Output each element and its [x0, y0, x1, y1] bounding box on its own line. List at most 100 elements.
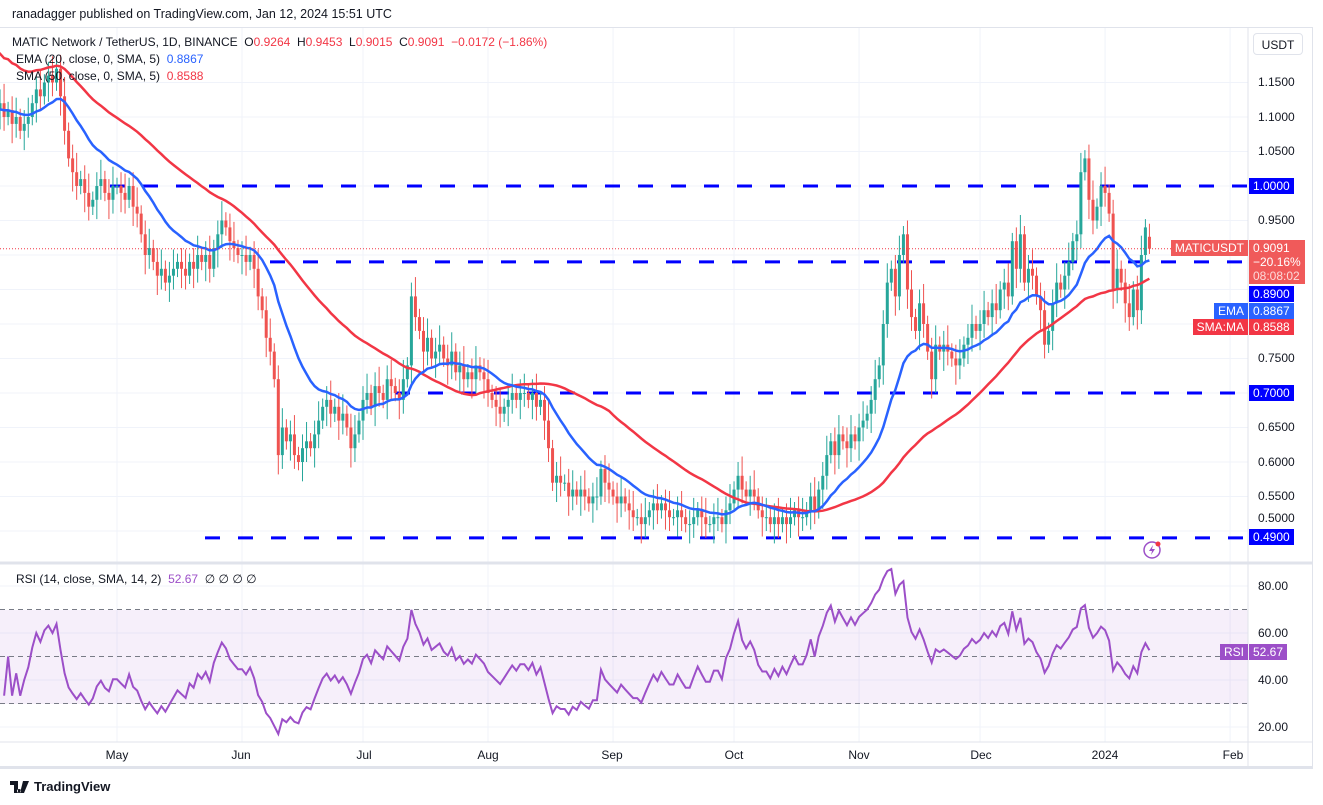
candle-body	[498, 406, 502, 414]
candle-body	[159, 268, 163, 276]
candle-body	[567, 482, 571, 497]
candle	[284, 419, 288, 450]
candle	[1035, 267, 1039, 305]
candle	[1103, 166, 1107, 207]
alert-icon[interactable]	[1143, 541, 1161, 559]
candle-body	[329, 399, 333, 414]
candle	[155, 248, 159, 296]
price-tick: 0.6500	[1258, 420, 1295, 434]
candle-body	[1091, 199, 1095, 221]
candle-body	[889, 268, 893, 283]
candle-body	[1131, 289, 1135, 318]
candle-body	[99, 179, 103, 186]
candle-body	[595, 496, 599, 498]
candle-body	[373, 386, 377, 407]
candle	[559, 456, 563, 497]
candle-body	[635, 517, 639, 519]
candle-body	[276, 379, 280, 456]
candle-body	[712, 517, 716, 525]
sma-legend[interactable]: SMA (50, close, 0, SMA, 5) 0.8588	[16, 69, 204, 83]
candle	[760, 496, 764, 537]
candle-body	[845, 441, 849, 449]
candle-body	[849, 434, 853, 449]
currency-button[interactable]: USDT	[1253, 33, 1303, 55]
candle	[833, 427, 837, 475]
candle	[555, 462, 559, 503]
rsi-legend[interactable]: RSI (14, close, SMA, 14, 2) 52.67 ∅ ∅ ∅ …	[16, 572, 257, 586]
candles	[0, 54, 1151, 544]
candle-body	[680, 510, 684, 518]
candle	[861, 401, 865, 442]
candle-body	[1067, 261, 1071, 276]
candle	[1147, 223, 1151, 254]
candle-body	[1002, 282, 1006, 290]
ema-legend[interactable]: EMA (20, close, 0, SMA, 5) 0.8867	[16, 52, 204, 66]
candle	[1055, 263, 1059, 318]
candle	[256, 249, 260, 311]
candle-body	[369, 393, 373, 407]
candle	[107, 179, 111, 220]
candle-body	[1115, 268, 1119, 290]
candle	[450, 332, 454, 380]
candle-body	[793, 510, 797, 518]
candle-body	[1119, 268, 1123, 283]
candle-body	[486, 379, 490, 393]
candle-body	[38, 89, 42, 97]
candle-body	[490, 393, 494, 400]
candle	[603, 455, 607, 503]
candle	[502, 398, 506, 422]
candle	[518, 379, 522, 420]
candle-body	[768, 517, 772, 525]
candle-body	[305, 441, 309, 449]
candle	[736, 462, 740, 509]
candle	[292, 415, 296, 469]
candle-body	[780, 517, 784, 525]
candle	[119, 172, 123, 213]
level-badge-070: 0.7000	[1249, 385, 1294, 401]
candle-body	[421, 330, 425, 352]
candle-body	[655, 503, 659, 511]
candle	[1010, 232, 1014, 305]
candle-body	[1055, 282, 1059, 304]
candle	[264, 296, 268, 358]
candle	[79, 170, 83, 195]
candle	[345, 405, 349, 436]
candle-body	[514, 393, 518, 400]
candle-body	[994, 303, 998, 311]
candle-body	[857, 427, 861, 442]
candle	[994, 283, 998, 324]
candle-body	[18, 117, 22, 131]
rsi-legend-value: 52.67	[168, 572, 199, 586]
candle	[764, 497, 768, 531]
candle-body	[14, 117, 18, 124]
close-value: 0.9091	[407, 35, 445, 49]
candle	[869, 386, 873, 434]
candle	[139, 205, 143, 243]
candle-body	[639, 517, 643, 525]
candle-body	[405, 365, 409, 380]
candle-body	[998, 289, 1002, 311]
last-price-badge: 0.9091 −20.16% 08:08:02	[1249, 240, 1305, 284]
candle	[567, 468, 571, 516]
candle-body	[313, 434, 317, 449]
candle	[958, 339, 962, 380]
candle	[728, 484, 732, 525]
candle	[793, 502, 797, 526]
candle-body	[397, 393, 401, 400]
candle	[1006, 263, 1010, 311]
candle	[341, 394, 345, 435]
candle	[6, 101, 10, 126]
candle	[313, 420, 317, 468]
candle-body	[83, 179, 87, 193]
price-tick: 1.1000	[1258, 110, 1295, 124]
candle-body	[365, 393, 369, 400]
candle-body	[542, 399, 546, 421]
candle	[1091, 180, 1095, 235]
candle	[38, 70, 42, 111]
candle-body	[885, 282, 889, 324]
tradingview-logo[interactable]: TradingView	[10, 779, 110, 794]
candle-body	[901, 234, 905, 255]
candle	[99, 159, 103, 200]
candle	[809, 482, 813, 530]
